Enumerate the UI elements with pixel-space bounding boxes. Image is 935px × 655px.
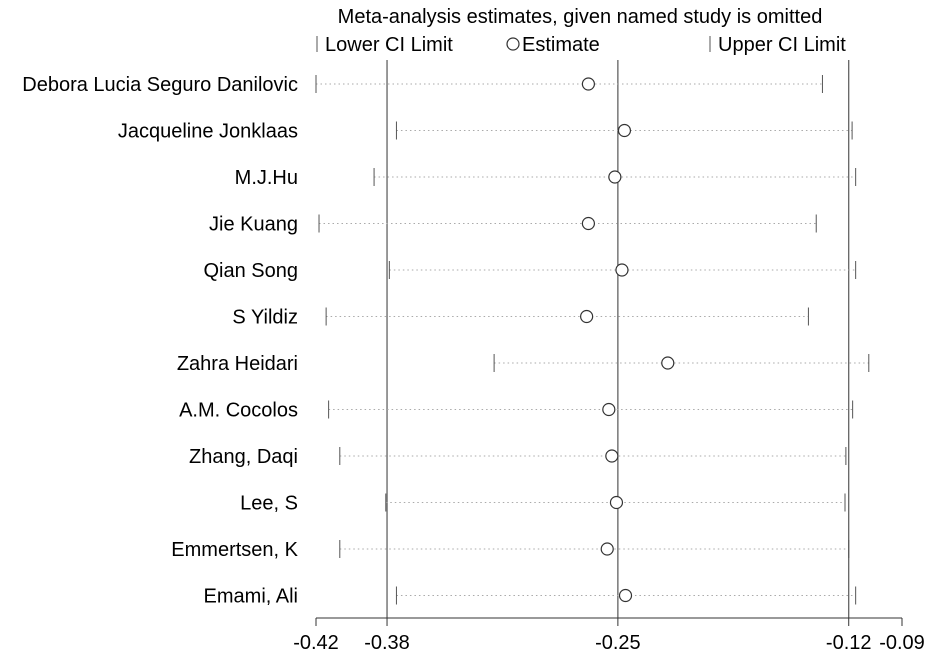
estimate-marker (608, 170, 622, 184)
study-row: Zahra Heidari (177, 353, 870, 375)
study-label: Emmertsen, K (171, 539, 298, 561)
study-row: Qian Song (203, 260, 857, 282)
legend-estimate-marker (506, 37, 520, 51)
study-row: Emmertsen, K (171, 539, 850, 561)
estimate-marker (609, 495, 624, 510)
estimate-marker (617, 123, 632, 138)
study-label: S Yildiz (232, 307, 298, 329)
study-rows: Debora Lucia Seguro Danilovic Jacqueline … (22, 74, 870, 608)
study-label: Jie Kuang (209, 214, 298, 236)
study-row: Jacqueline Jonklaas (118, 121, 853, 143)
estimate-marker (580, 309, 594, 324)
study-label: Zhang, Daqi (189, 446, 298, 468)
reference-lines (386, 60, 850, 618)
legend-estimate-label: Estimate (522, 34, 600, 56)
x-tick-label: -0.09 (879, 632, 925, 654)
study-label: Qian Song (203, 260, 298, 282)
study-row: M.J.Hu (235, 167, 857, 189)
legend-upper-label: Upper CI Limit (718, 34, 846, 56)
x-tick-label: -0.38 (364, 632, 410, 654)
study-label: Jacqueline Jonklaas (118, 121, 298, 143)
estimate-marker (618, 588, 633, 603)
study-label: Zahra Heidari (177, 353, 298, 375)
legend: Lower CI Limit Estimate Upper CI Limit (316, 34, 846, 56)
study-row: Debora Lucia Seguro Danilovic (22, 74, 823, 96)
x-tick-label: -0.25 (595, 632, 641, 654)
study-label: A.M. Cocolos (179, 400, 298, 422)
study-label: M.J.Hu (235, 167, 298, 189)
estimate-marker (600, 542, 614, 556)
study-label: Lee, S (240, 493, 298, 515)
study-row: Zhang, Daqi (189, 446, 847, 468)
study-row: Jie Kuang (209, 214, 817, 236)
chart-title: Meta-analysis estimates, given named stu… (338, 6, 823, 28)
study-row: S Yildiz (232, 307, 809, 329)
estimate-marker (602, 402, 616, 417)
estimate-marker (615, 263, 629, 277)
study-label: Emami, Ali (204, 586, 298, 608)
x-tick-label: -0.12 (826, 632, 872, 654)
estimate-marker (605, 449, 619, 463)
estimate-marker (581, 216, 596, 231)
estimate-marker (581, 77, 596, 91)
study-row: Emami, Ali (204, 586, 857, 608)
study-label: Debora Lucia Seguro Danilovic (22, 74, 298, 96)
x-tick-label: -0.42 (293, 632, 339, 654)
study-row: Lee, S (240, 493, 846, 515)
study-row: A.M. Cocolos (179, 400, 854, 422)
estimate-marker (661, 356, 675, 370)
legend-lower-label: Lower CI Limit (325, 34, 453, 56)
x-axis: -0.42 -0.38 -0.25 -0.12 -0.09 (293, 617, 925, 654)
